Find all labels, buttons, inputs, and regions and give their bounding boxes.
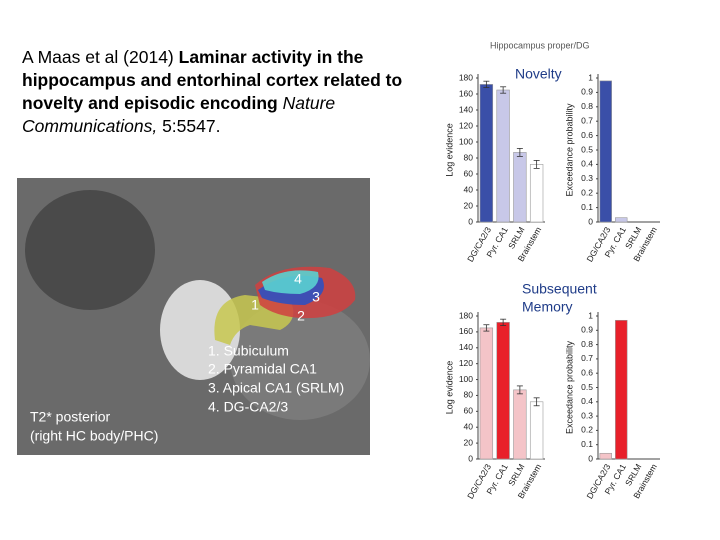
bar bbox=[479, 327, 494, 460]
y-tick-label: 0.7 bbox=[581, 115, 593, 125]
mri-texture bbox=[230, 300, 370, 420]
y-tick-label: 0.2 bbox=[581, 187, 593, 197]
y-axis-label: Log evidence bbox=[444, 361, 454, 415]
y-tick-label: 0.6 bbox=[581, 130, 593, 140]
region-dg bbox=[262, 270, 319, 294]
authors: A Maas et al (2014) bbox=[22, 47, 174, 67]
y-tick-label: 80 bbox=[464, 152, 474, 162]
y-tick-label: 20 bbox=[464, 437, 474, 447]
bar bbox=[479, 84, 494, 223]
bar bbox=[615, 217, 628, 223]
y-tick-label: 120 bbox=[459, 120, 473, 130]
y-axis-label: Exceedance probability bbox=[564, 340, 574, 434]
y-tick-label: 160 bbox=[459, 88, 473, 98]
error-bar bbox=[483, 80, 490, 88]
y-tick-label: 0.1 bbox=[581, 202, 593, 212]
y-tick-label: 100 bbox=[459, 374, 473, 384]
image-labels: 4 3 1 2 1. Subiculum 2. Pyramidal CA1 3.… bbox=[30, 271, 344, 444]
y-tick-label: 1 bbox=[588, 72, 593, 82]
paper-title: Laminar activity in the hippocampus and … bbox=[22, 47, 403, 113]
y-tick-label: 140 bbox=[459, 342, 473, 352]
annotation: Memory bbox=[522, 299, 573, 315]
error-bar bbox=[483, 324, 490, 332]
bar bbox=[529, 401, 544, 460]
y-tick-label: 0.9 bbox=[581, 325, 593, 335]
legend-item: 1. Subiculum bbox=[208, 343, 289, 359]
y-tick-label: 0.1 bbox=[581, 439, 593, 449]
y-tick-label: 180 bbox=[459, 72, 473, 82]
error-bar bbox=[533, 397, 540, 407]
y-tick-label: 0.9 bbox=[581, 87, 593, 97]
y-tick-label: 0.5 bbox=[581, 144, 593, 154]
bar bbox=[599, 80, 612, 223]
y-tick-label: 0.3 bbox=[581, 410, 593, 420]
y-tick-label: 140 bbox=[459, 104, 473, 114]
region-label: 3 bbox=[312, 289, 320, 305]
annotation: Novelty bbox=[515, 66, 562, 82]
caption: (right HC body/PHC) bbox=[30, 428, 158, 444]
y-tick-label: 0 bbox=[468, 216, 473, 226]
bar bbox=[513, 389, 527, 460]
y-tick-label: 0.8 bbox=[581, 339, 593, 349]
panel-title: Hippocampus proper/DG bbox=[490, 40, 590, 50]
y-tick-label: 0.3 bbox=[581, 173, 593, 183]
y-tick-label: 0 bbox=[468, 453, 473, 463]
y-tick-label: 160 bbox=[459, 326, 473, 336]
error-bar bbox=[516, 385, 523, 395]
y-tick-label: 0.6 bbox=[581, 367, 593, 377]
citation: A Maas et al (2014) Laminar activity in … bbox=[22, 46, 422, 138]
y-axis-label: Log evidence bbox=[444, 123, 454, 177]
legend-item: 3. Apical CA1 (SRLM) bbox=[208, 380, 344, 396]
region-label: 2 bbox=[297, 308, 305, 324]
bar bbox=[615, 319, 628, 460]
y-tick-label: 180 bbox=[459, 310, 473, 320]
y-tick-label: 120 bbox=[459, 358, 473, 368]
error-bar bbox=[500, 318, 507, 326]
error-bar bbox=[516, 147, 523, 157]
y-tick-label: 60 bbox=[464, 406, 474, 416]
y-tick-label: 40 bbox=[464, 184, 474, 194]
region-label: 1 bbox=[251, 297, 259, 313]
caption: T2* posterior bbox=[30, 409, 110, 425]
volume: 5:5547. bbox=[162, 116, 221, 136]
y-tick-label: 0.8 bbox=[581, 101, 593, 111]
error-bar bbox=[500, 86, 507, 94]
bar bbox=[599, 452, 612, 460]
y-tick-label: 0.4 bbox=[581, 396, 593, 406]
journal: Nature Communications, bbox=[22, 93, 336, 136]
y-tick-label: 0.4 bbox=[581, 159, 593, 169]
bar bbox=[496, 322, 510, 460]
bar bbox=[496, 89, 510, 223]
y-tick-label: 20 bbox=[464, 200, 474, 210]
y-tick-label: 0.2 bbox=[581, 425, 593, 435]
mri-texture bbox=[160, 280, 240, 380]
bar bbox=[529, 164, 544, 223]
y-tick-label: 40 bbox=[464, 421, 474, 431]
annotation: Subsequent bbox=[522, 281, 597, 297]
y-tick-label: 60 bbox=[464, 168, 474, 178]
legend-item: 4. DG-CA2/3 bbox=[208, 399, 288, 415]
y-tick-label: 0.5 bbox=[581, 382, 593, 392]
mri-texture bbox=[25, 190, 155, 310]
legend-item: 2. Pyramidal CA1 bbox=[208, 361, 317, 377]
error-bar bbox=[533, 159, 540, 169]
region-label: 4 bbox=[294, 271, 302, 287]
y-tick-label: 0 bbox=[588, 453, 593, 463]
y-tick-label: 0.7 bbox=[581, 353, 593, 363]
y-tick-label: 0 bbox=[588, 216, 593, 226]
y-tick-label: 1 bbox=[588, 310, 593, 320]
y-tick-label: 80 bbox=[464, 390, 474, 400]
bar bbox=[513, 152, 527, 223]
y-axis-label: Exceedance probability bbox=[564, 103, 574, 197]
y-tick-label: 100 bbox=[459, 136, 473, 146]
